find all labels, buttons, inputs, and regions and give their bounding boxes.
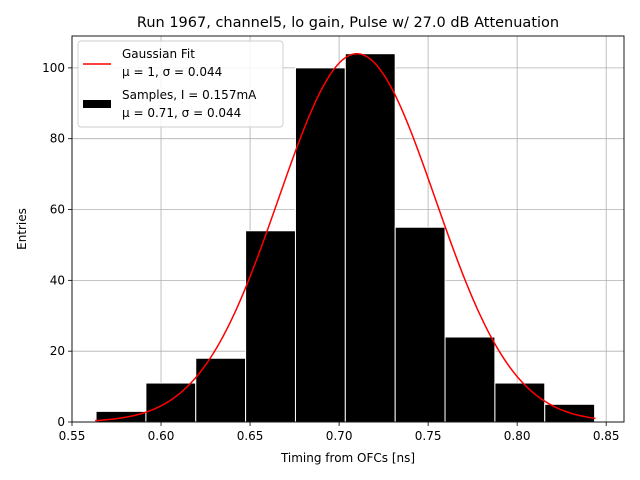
histogram-bar — [494, 382, 546, 423]
legend-fit-params: μ = 1, σ = 0.044 — [122, 65, 222, 79]
x-tick-label: 0.85 — [593, 429, 620, 443]
x-tick-label: 0.80 — [504, 429, 531, 443]
legend-samples-label: Samples, I = 0.157mA — [122, 88, 257, 102]
x-tick-label: 0.75 — [415, 429, 442, 443]
x-tick-label: 0.70 — [326, 429, 353, 443]
y-tick-label: 0 — [57, 415, 65, 429]
x-tick-label: 0.60 — [148, 429, 175, 443]
legend-box — [77, 40, 284, 128]
y-tick-label: 80 — [50, 132, 65, 146]
histogram-bar — [245, 230, 296, 423]
plot-frame — [71, 35, 625, 423]
histogram-bar — [444, 336, 496, 423]
histogram-bar — [145, 382, 197, 423]
y-axis: 0 20 40 60 80 100 — [42, 61, 72, 429]
x-axis: 0.55 0.60 0.65 0.70 0.75 0.80 0.85 — [59, 422, 620, 443]
legend-samples-params: μ = 0.71, σ = 0.044 — [122, 106, 241, 120]
y-tick-label: 100 — [42, 61, 65, 75]
x-tick-label: 0.65 — [237, 429, 264, 443]
legend-samples-swatch — [83, 100, 111, 108]
x-tick-label: 0.55 — [59, 429, 86, 443]
y-tick-label: 60 — [50, 203, 65, 217]
y-axis-label: Entries — [15, 208, 29, 250]
histogram-bar — [344, 53, 396, 423]
y-tick-label: 40 — [50, 273, 65, 287]
legend-fit-label: Gaussian Fit — [122, 47, 195, 61]
chart-title: Run 1967, channel5, lo gain, Pulse w/ 27… — [137, 15, 559, 31]
legend: Gaussian Fit μ = 1, σ = 0.044 Samples, I… — [77, 40, 284, 128]
histogram-bar — [394, 226, 446, 423]
x-axis-label: Timing from OFCs [ns] — [280, 451, 415, 465]
gaussian-fit-curve — [95, 52, 596, 422]
y-tick-label: 20 — [50, 344, 65, 358]
histogram-bar — [294, 67, 346, 423]
histogram-bars — [95, 53, 596, 423]
